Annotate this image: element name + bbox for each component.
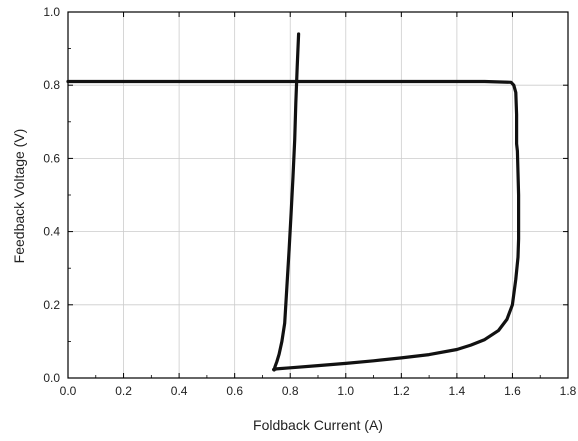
grid [67, 11, 569, 379]
y-axis-label: Feedback Voltage (V) [11, 129, 27, 264]
y-tick-label: 0.6 [43, 151, 60, 165]
x-axis-label: Foldback Current (A) [253, 417, 383, 433]
y-tick-label: 0.0 [43, 371, 60, 385]
y-tick-label: 0.4 [43, 225, 60, 239]
axis-ticks: 0.0 0.2 0.4 0.6 0.8 1.0 1.2 1.4 1.6 1.8 0.0 0.2 0.4 0… [43, 5, 576, 398]
y-tick-label: 0.8 [43, 78, 60, 92]
series-line-2 [272, 32, 301, 372]
x-tick-label: 1.0 [337, 384, 354, 398]
x-tick-label: 0.6 [226, 384, 243, 398]
x-tick-label: 1.8 [560, 384, 577, 398]
x-tick-label: 0.0 [60, 384, 77, 398]
x-tick-label: 1.6 [504, 384, 521, 398]
x-tick-label: 1.2 [393, 384, 410, 398]
series-line-1 [66, 79, 521, 372]
x-tick-label: 0.2 [115, 384, 132, 398]
series-layer [66, 32, 521, 372]
y-tick-label: 0.2 [43, 298, 60, 312]
y-tick-label: 1.0 [43, 5, 60, 19]
x-tick-label: 1.4 [449, 384, 466, 398]
x-tick-label: 0.4 [171, 384, 188, 398]
x-tick-label: 0.8 [282, 384, 299, 398]
plot-area-frame [67, 11, 569, 379]
